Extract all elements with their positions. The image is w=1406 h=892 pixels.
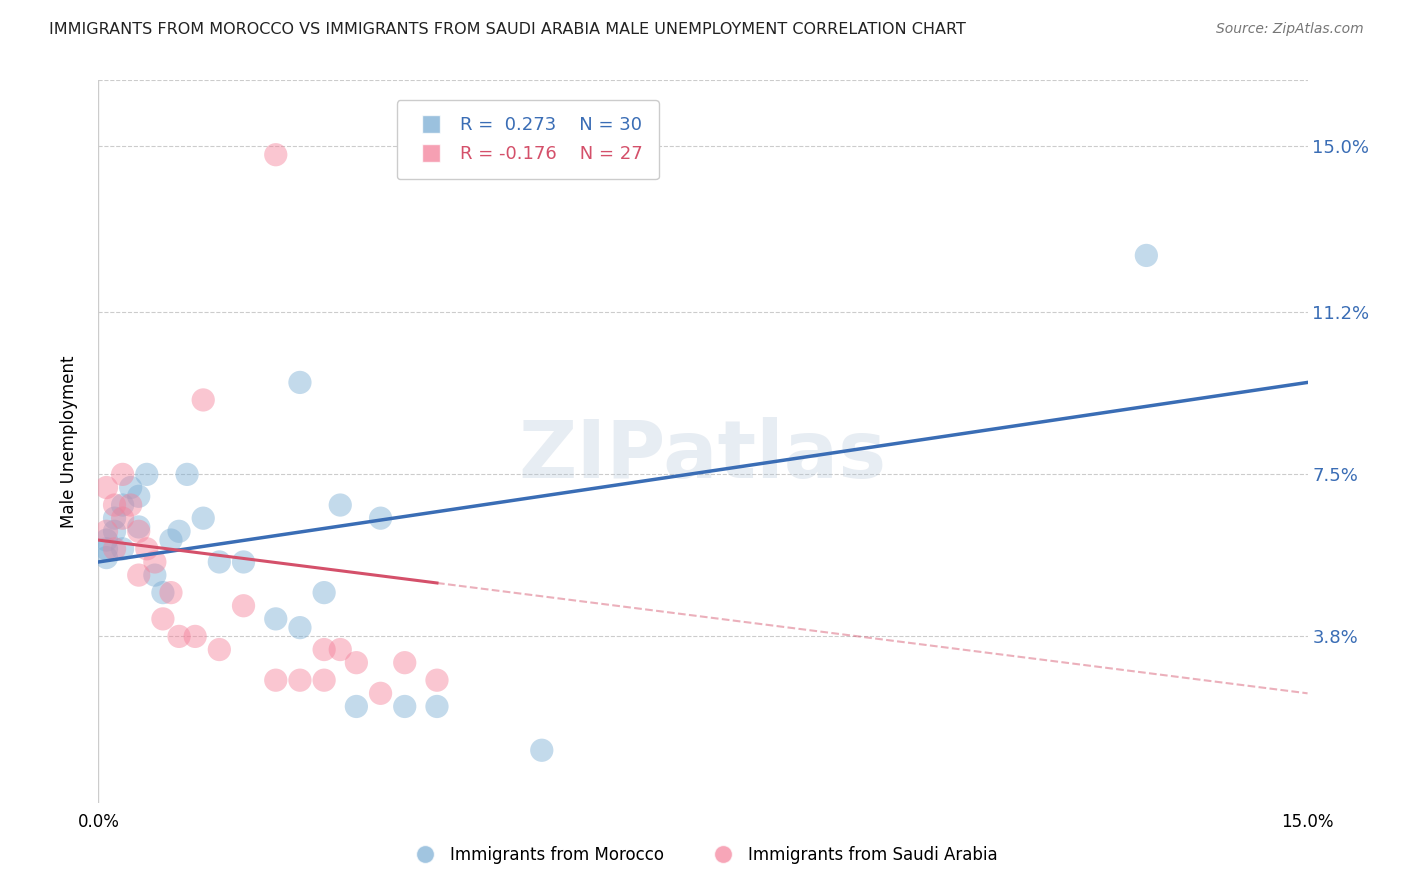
- Point: [120, 481, 142, 495]
- Point: [103, 511, 125, 525]
- Point: [160, 533, 183, 547]
- Point: [394, 699, 416, 714]
- Legend: Immigrants from Morocco, Immigrants from Saudi Arabia: Immigrants from Morocco, Immigrants from…: [402, 839, 1004, 871]
- Point: [152, 585, 174, 599]
- Point: [167, 629, 190, 643]
- Point: [288, 376, 311, 390]
- Point: [344, 656, 367, 670]
- Point: [232, 599, 254, 613]
- Point: [96, 481, 118, 495]
- Point: [128, 489, 150, 503]
- Point: [135, 467, 157, 482]
- Point: [314, 642, 336, 657]
- Point: [128, 520, 150, 534]
- Point: [111, 511, 134, 525]
- Point: [111, 467, 134, 482]
- Point: [264, 612, 287, 626]
- Point: [111, 541, 134, 556]
- Point: [426, 699, 449, 714]
- Point: [530, 743, 553, 757]
- Point: [103, 498, 125, 512]
- Point: [288, 673, 311, 688]
- Point: [1135, 248, 1157, 262]
- Point: [208, 642, 231, 657]
- Point: [370, 686, 392, 700]
- Point: [264, 673, 287, 688]
- Point: [128, 568, 150, 582]
- Text: IMMIGRANTS FROM MOROCCO VS IMMIGRANTS FROM SAUDI ARABIA MALE UNEMPLOYMENT CORREL: IMMIGRANTS FROM MOROCCO VS IMMIGRANTS FR…: [49, 22, 966, 37]
- Point: [111, 498, 134, 512]
- Point: [103, 524, 125, 539]
- Point: [120, 498, 142, 512]
- Point: [314, 673, 336, 688]
- Point: [128, 524, 150, 539]
- Point: [232, 555, 254, 569]
- Point: [135, 541, 157, 556]
- Point: [96, 533, 118, 547]
- Point: [208, 555, 231, 569]
- Point: [426, 673, 449, 688]
- Legend: R =  0.273    N = 30, R = -0.176    N = 27: R = 0.273 N = 30, R = -0.176 N = 27: [396, 100, 659, 179]
- Point: [370, 511, 392, 525]
- Point: [329, 498, 352, 512]
- Point: [96, 524, 118, 539]
- Y-axis label: Male Unemployment: Male Unemployment: [59, 355, 77, 528]
- Point: [103, 541, 125, 556]
- Point: [314, 585, 336, 599]
- Text: ZIPatlas: ZIPatlas: [519, 417, 887, 495]
- Point: [152, 612, 174, 626]
- Point: [176, 467, 198, 482]
- Point: [143, 568, 166, 582]
- Point: [96, 541, 118, 556]
- Point: [193, 392, 215, 407]
- Point: [96, 550, 118, 565]
- Point: [264, 147, 287, 161]
- Text: Source: ZipAtlas.com: Source: ZipAtlas.com: [1216, 22, 1364, 37]
- Point: [193, 511, 215, 525]
- Point: [160, 585, 183, 599]
- Point: [143, 555, 166, 569]
- Point: [394, 656, 416, 670]
- Point: [344, 699, 367, 714]
- Point: [167, 524, 190, 539]
- Point: [184, 629, 207, 643]
- Point: [329, 642, 352, 657]
- Point: [288, 621, 311, 635]
